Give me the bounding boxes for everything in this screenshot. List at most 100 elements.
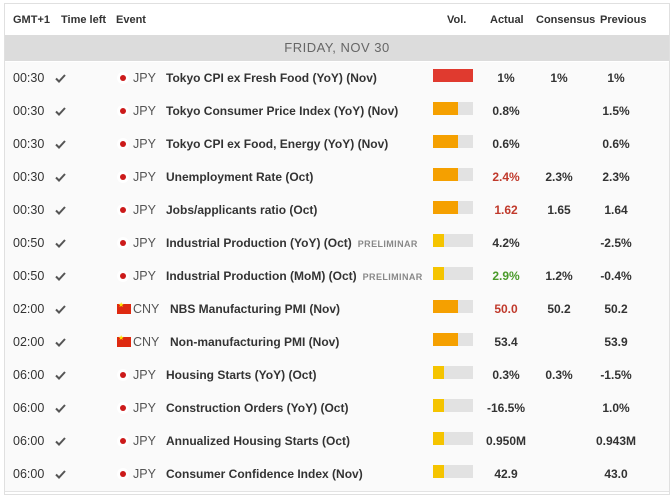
event-name[interactable]: Housing Starts (YoY) (Oct)	[166, 359, 316, 392]
previous-header: Previous	[600, 14, 647, 26]
volatility-bar-fill	[433, 234, 444, 247]
event-currency: CNY	[133, 335, 160, 349]
event-currency: JPY	[133, 434, 156, 448]
released-check-icon	[55, 326, 69, 359]
event-currency: JPY	[133, 104, 156, 118]
previous-value: -1.5%	[600, 368, 632, 382]
event-time: 06:00	[13, 434, 45, 448]
previous-value: 1%	[607, 71, 625, 85]
volatility-bar-fill	[433, 465, 444, 478]
event-name[interactable]: Annualized Housing Starts (Oct)	[166, 425, 350, 458]
previous-value: 1.5%	[602, 104, 630, 118]
table-row[interactable]: 00:30 JPY Tokyo Consumer Price Index (YoY)…	[5, 95, 669, 129]
actual-value: -16.5%	[486, 401, 526, 415]
event-time: 00:50	[13, 269, 45, 283]
event-name-label: Tokyo CPI ex Food, Energy (YoY) (Nov)	[166, 137, 389, 151]
actual-value: 4.2%	[492, 236, 520, 250]
event-name[interactable]: Industrial Production (MoM) (Oct) PRELIMI…	[166, 260, 423, 293]
actual-value: 0.950M	[485, 434, 527, 448]
released-check-icon	[55, 359, 69, 392]
event-name[interactable]: NBS Manufacturing PMI (Nov)	[170, 293, 340, 326]
table-row[interactable]: 00:30 JPY Unemployment Rate (Oct) 2.4% 2.3% 2…	[5, 161, 669, 195]
japan-flag-icon	[117, 227, 131, 260]
japan-flag-icon	[117, 458, 131, 491]
previous-value: -0.4%	[600, 269, 632, 283]
table-row[interactable]: 02:00 CNY Non-manufacturing PMI (Nov) 53.4 5…	[5, 326, 669, 360]
volatility-bar	[433, 267, 473, 280]
table-row[interactable]: 06:00 JPY Housing Starts (YoY) (Oct) 0.3% 0.…	[5, 359, 669, 393]
event-currency: JPY	[133, 467, 156, 481]
event-currency: JPY	[133, 203, 156, 217]
table-row[interactable]: 06:00 JPY Annualized Housing Starts (Oct) 0…	[5, 425, 669, 459]
event-name[interactable]: Tokyo Consumer Price Index (YoY) (Nov)	[166, 95, 398, 128]
event-time: 00:30	[13, 104, 45, 118]
volatility-bar	[433, 135, 473, 148]
event-time: 06:00	[13, 401, 45, 415]
consensus-value: 50.2	[547, 302, 571, 316]
table-row[interactable]: 06:00 JPY Consumer Confidence Index (Nov) 4…	[5, 458, 669, 492]
event-time: 06:00	[13, 467, 45, 481]
event-currency: JPY	[133, 269, 156, 283]
time-left-header: Time left	[61, 14, 107, 26]
volatility-bar	[433, 465, 473, 478]
economic-calendar: GMT+1 Time left Event Vol. Actual Consen…	[4, 3, 670, 495]
released-check-icon	[55, 227, 69, 260]
table-row[interactable]: 02:00 CNY NBS Manufacturing PMI (Nov) 50.0 5…	[5, 293, 669, 327]
table-row[interactable]: 00:30 JPY Tokyo CPI ex Fresh Food (YoY) (N…	[5, 62, 669, 96]
released-check-icon	[55, 458, 69, 491]
event-time: 06:00	[13, 368, 45, 382]
timezone-selector[interactable]: GMT+1	[13, 14, 50, 26]
actual-value: 42.9	[494, 467, 518, 481]
volatility-bar	[433, 168, 473, 181]
event-time: 00:30	[13, 137, 45, 151]
event-time: 00:50	[13, 236, 45, 250]
consensus-value: 1.65	[547, 203, 571, 217]
volatility-bar	[433, 366, 473, 379]
previous-value: 1.64	[604, 203, 628, 217]
event-name[interactable]: Construction Orders (YoY) (Oct)	[166, 392, 348, 425]
event-currency: JPY	[133, 137, 156, 151]
volatility-bar-fill	[433, 102, 458, 115]
japan-flag-icon	[117, 359, 131, 392]
volatility-bar	[433, 201, 473, 214]
actual-value: 2.4%	[492, 170, 520, 184]
volatility-header: Vol.	[447, 14, 467, 26]
volatility-bar-fill	[433, 399, 444, 412]
event-name[interactable]: Unemployment Rate (Oct)	[166, 161, 313, 194]
japan-flag-icon	[117, 194, 131, 227]
consensus-value	[535, 227, 583, 260]
event-name-label: Consumer Confidence Index (Nov)	[166, 467, 363, 481]
event-name[interactable]: Non-manufacturing PMI (Nov)	[170, 326, 339, 359]
event-name[interactable]: Jobs/applicants ratio (Oct)	[166, 194, 317, 227]
consensus-value: 1.2%	[545, 269, 573, 283]
event-name-label: Annualized Housing Starts (Oct)	[166, 434, 351, 448]
volatility-bar	[433, 234, 473, 247]
volatility-bar	[433, 69, 473, 82]
event-name[interactable]: Tokyo CPI ex Fresh Food (YoY) (Nov)	[166, 62, 377, 95]
consensus-value: 0.3%	[545, 368, 573, 382]
consensus-value	[535, 425, 583, 458]
previous-value: 43.0	[604, 467, 628, 481]
event-name[interactable]: Industrial Production (YoY) (Oct) PRELIMI…	[166, 227, 418, 260]
released-check-icon	[55, 194, 69, 227]
consensus-value	[535, 326, 583, 359]
table-row[interactable]: 00:30 JPY Tokyo CPI ex Food, Energy (YoY) …	[5, 128, 669, 162]
event-name[interactable]: Consumer Confidence Index (Nov)	[166, 458, 363, 491]
japan-flag-icon	[117, 425, 131, 458]
table-row[interactable]: 00:30 JPY Jobs/applicants ratio (Oct) 1.62 1…	[5, 194, 669, 228]
released-check-icon	[55, 293, 69, 326]
previous-value: 50.2	[604, 302, 628, 316]
actual-value: 2.9%	[492, 269, 520, 283]
volatility-bar-fill	[433, 168, 458, 181]
volatility-bar	[433, 102, 473, 115]
event-name[interactable]: Tokyo CPI ex Food, Energy (YoY) (Nov)	[166, 128, 388, 161]
released-check-icon	[55, 128, 69, 161]
event-name-label: NBS Manufacturing PMI (Nov)	[170, 302, 340, 316]
volatility-bar-fill	[433, 432, 444, 445]
table-row[interactable]: 00:50 JPY Industrial Production (MoM) (Oct…	[5, 260, 669, 294]
table-row[interactable]: 06:00 JPY Construction Orders (YoY) (Oct) -…	[5, 392, 669, 426]
event-currency: JPY	[133, 401, 156, 415]
event-name-label: Tokyo CPI ex Fresh Food (YoY) (Nov)	[166, 71, 377, 85]
event-time: 02:00	[13, 335, 45, 349]
table-row[interactable]: 00:50 JPY Industrial Production (YoY) (Oct…	[5, 227, 669, 261]
